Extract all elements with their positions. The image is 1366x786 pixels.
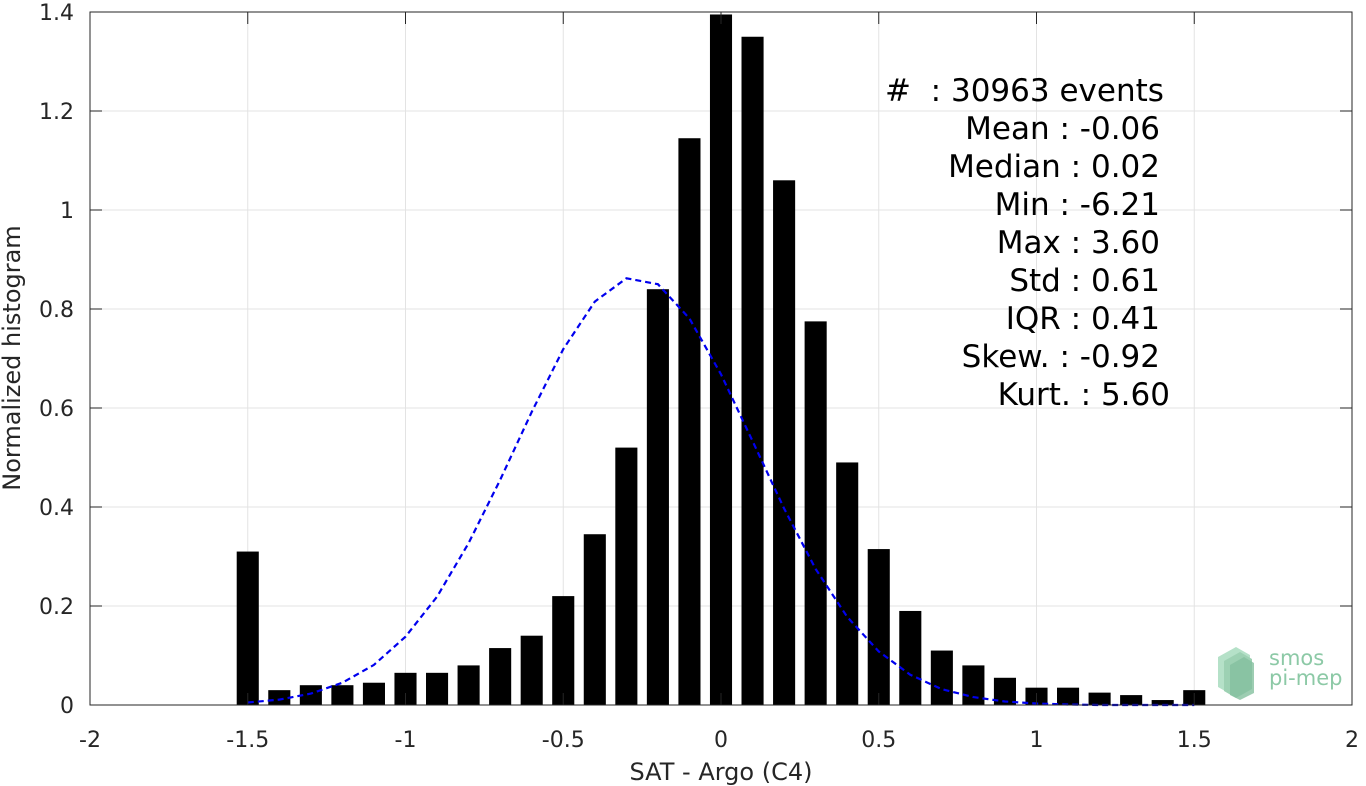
x-tick-label: -2 [79, 728, 101, 753]
y-tick-label: 1.4 [39, 1, 74, 26]
y-tick-label: 1.2 [39, 100, 74, 125]
histogram-bar [1151, 700, 1174, 705]
smos-pi-mep-logo: smos pi-mep [1218, 646, 1342, 700]
histogram-bar [678, 138, 701, 706]
x-axis-label: SAT - Argo (C4) [630, 758, 813, 786]
x-tick-label: 1.5 [1177, 728, 1212, 753]
histogram-bar [520, 635, 543, 705]
logo-text-smos: smos [1269, 646, 1324, 670]
axes [89, 11, 1353, 706]
histogram-bar [1120, 695, 1143, 705]
x-tick-label: 0.5 [861, 728, 896, 753]
histogram-bar [236, 551, 259, 705]
logo-graphic [1218, 647, 1254, 700]
histogram-bar [457, 665, 480, 705]
y-axis-label: Normalized histogram [0, 225, 26, 490]
histogram-bar [867, 549, 890, 705]
histogram-bar [962, 665, 985, 705]
histogram-bar [394, 672, 417, 705]
histogram-bar [552, 596, 575, 705]
histogram-bar [426, 672, 449, 705]
stat-min: Min : -6.21 [994, 187, 1160, 223]
x-tick-label: 1 [1030, 728, 1044, 753]
histogram-bar [993, 677, 1016, 705]
histogram-bar [930, 650, 953, 705]
histogram-bar [646, 289, 669, 705]
stat-std: Std : 0.61 [1009, 263, 1160, 299]
histogram-bars [236, 14, 1206, 706]
histogram-bar [773, 180, 796, 706]
histogram-bar [362, 682, 385, 705]
histogram-bar [709, 14, 733, 706]
x-tick-label: -1 [395, 728, 417, 753]
histogram-bar [741, 36, 764, 705]
histogram-bar [1088, 692, 1111, 705]
stat-skew: Skew. : -0.92 [961, 339, 1160, 375]
y-tick-label: 0.8 [39, 298, 74, 323]
tick-labels: -2 -1.5 -1 -0.5 0 0.5 1 1.5 2 0 0.2 0.4 0.6 0.8 1 1.2 1.… [39, 1, 1359, 753]
stat-events: # : 30963 events [885, 73, 1164, 109]
histogram-bar [1057, 687, 1080, 705]
y-tick-label: 0.4 [39, 496, 74, 521]
stat-iqr: IQR : 0.41 [1005, 301, 1160, 337]
histogram-bar [583, 534, 606, 705]
x-tick-label: -0.5 [542, 728, 585, 753]
x-tick-label: 2 [1345, 728, 1359, 753]
y-tick-label: 0 [60, 694, 74, 719]
y-tick-label: 0.2 [39, 595, 74, 620]
histogram-bar [299, 685, 322, 705]
stat-max: Max : 3.60 [996, 225, 1160, 261]
histogram-bar [331, 685, 354, 705]
histogram-bar [804, 321, 827, 705]
logo-text-pimep: pi-mep [1269, 666, 1342, 690]
histogram-bar [489, 648, 512, 705]
histogram-bar [836, 462, 859, 705]
stat-kurt: Kurt. : 5.60 [997, 377, 1170, 413]
x-tick-label: 0 [714, 728, 728, 753]
y-tick-label: 0.6 [39, 397, 74, 422]
stat-mean: Mean : -0.06 [965, 111, 1160, 147]
x-tick-label: -1.5 [226, 728, 269, 753]
histogram-bar [268, 690, 291, 705]
histogram-bar [615, 447, 638, 705]
y-tick-label: 1 [60, 199, 74, 224]
stat-median: Median : 0.02 [948, 149, 1160, 185]
histogram-bar [899, 610, 922, 705]
